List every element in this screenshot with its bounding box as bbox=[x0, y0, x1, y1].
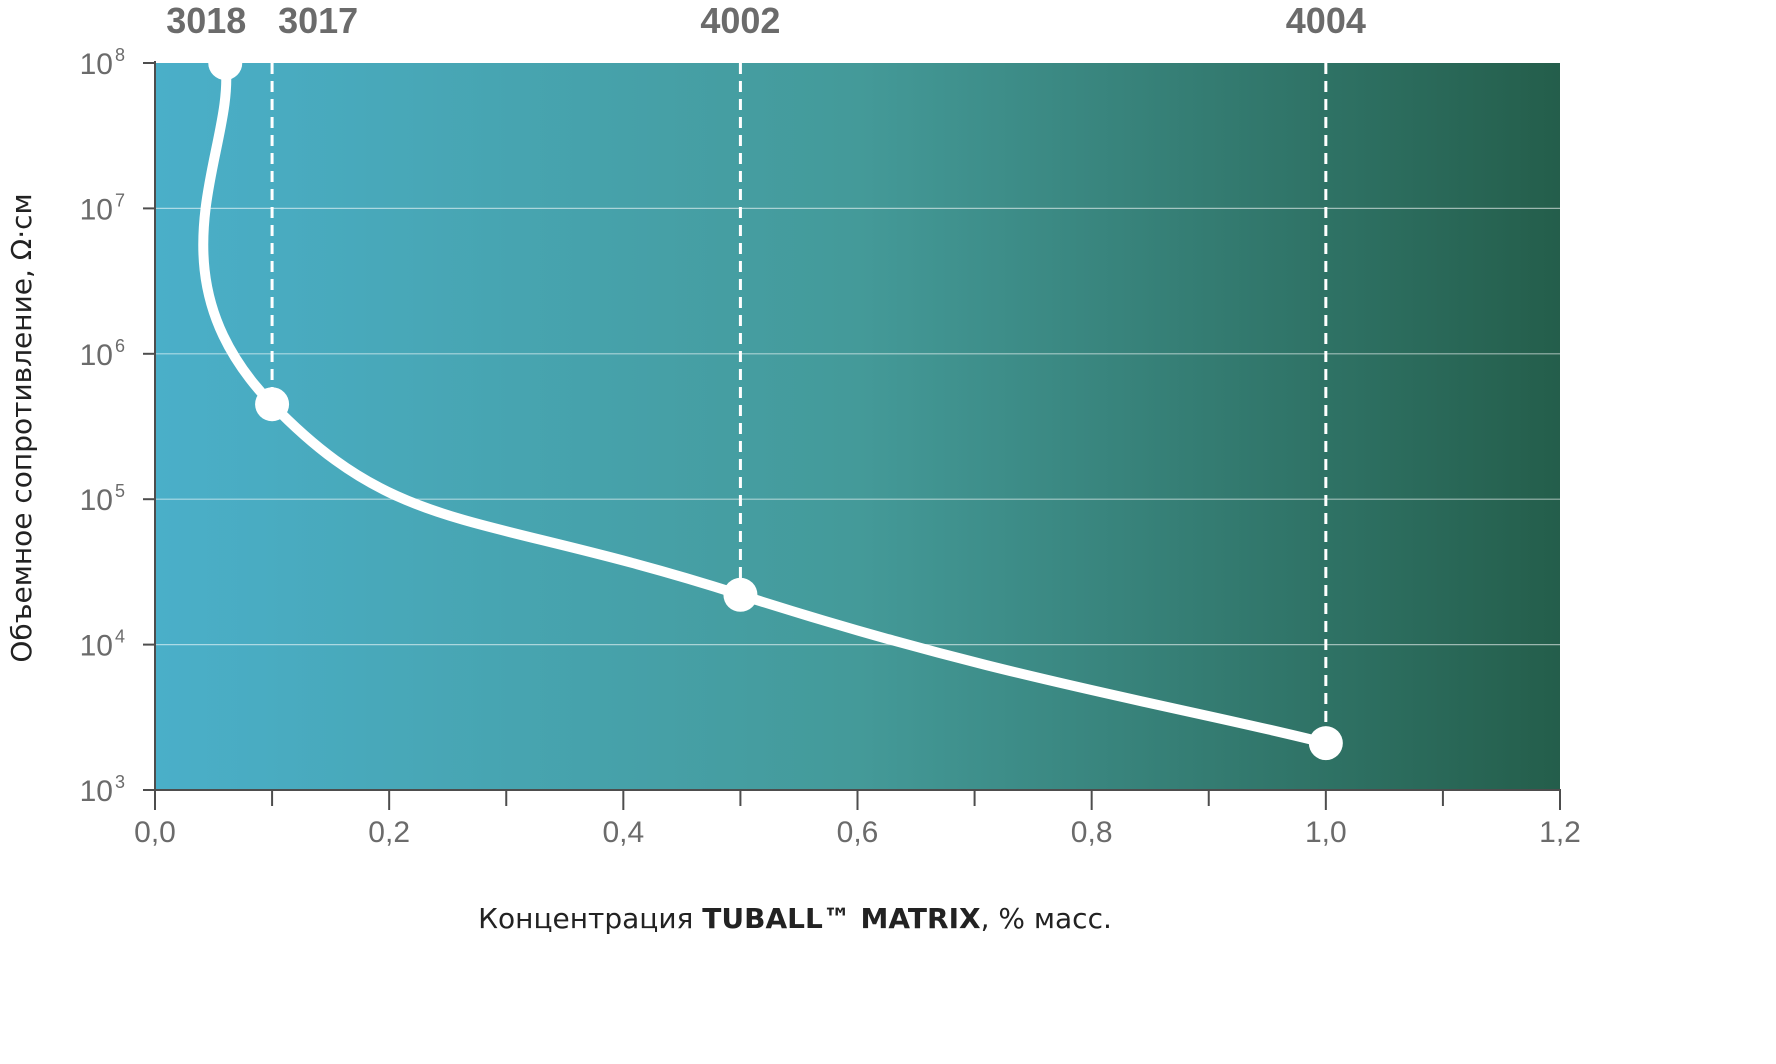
x-axis-title-bold: TUBALL™ MATRIX bbox=[702, 902, 981, 935]
x-tick-label: 0,0 bbox=[134, 816, 176, 849]
data-point bbox=[255, 387, 290, 422]
series-path bbox=[198, 58, 1331, 749]
y-tick-label: 10 bbox=[80, 193, 113, 226]
point-label: 3017 bbox=[278, 0, 358, 41]
x-tick-label: 1,0 bbox=[1305, 816, 1347, 849]
y-tick-exponent: 6 bbox=[115, 336, 125, 356]
point-label: 4002 bbox=[700, 0, 780, 41]
plot-background bbox=[155, 63, 1560, 790]
x-tick-label: 1,2 bbox=[1539, 816, 1581, 849]
x-tick-label: 0,2 bbox=[368, 816, 410, 849]
y-tick-label: 10 bbox=[80, 630, 113, 663]
point-labels: 3018 3017 4002 4004 bbox=[166, 0, 1366, 41]
y-tick-label: 10 bbox=[80, 484, 113, 517]
x-tick-label: 0,8 bbox=[1071, 816, 1113, 849]
x-tick-label: 0,4 bbox=[602, 816, 644, 849]
y-axis-title: Объемное сопротивление, Ω·см bbox=[5, 193, 38, 662]
y-tick-exponent: 7 bbox=[115, 190, 125, 210]
point-label: 4004 bbox=[1286, 0, 1366, 41]
axes bbox=[143, 61, 1561, 810]
series-line bbox=[198, 58, 1331, 749]
x-tick-label: 0,6 bbox=[837, 816, 879, 849]
x-axis-title-tail: , % масс. bbox=[981, 902, 1112, 935]
data-point bbox=[723, 577, 758, 612]
y-tick-exponent: 3 bbox=[115, 772, 125, 792]
series-points bbox=[208, 46, 1343, 761]
point-label: 3018 bbox=[166, 0, 246, 41]
y-tick-label: 10 bbox=[80, 339, 113, 372]
y-tick-exponent: 4 bbox=[115, 627, 125, 647]
y-tick-label: 10 bbox=[80, 775, 113, 808]
x-tick-labels: 0,0 0,2 0,4 0,6 0,8 1,0 1,2 bbox=[134, 816, 1581, 849]
y-tick-exponent: 8 bbox=[115, 45, 125, 65]
data-point bbox=[208, 46, 243, 80]
x-axis-title-plain: Концентрация bbox=[478, 902, 702, 935]
y-tick-label: 10 bbox=[80, 48, 113, 81]
y-tick-exponent: 5 bbox=[115, 481, 125, 501]
x-axis-title: Концентрация TUBALL™ MATRIX, % масс. bbox=[478, 902, 1112, 935]
guide-lines bbox=[270, 63, 1328, 744]
data-point bbox=[1308, 726, 1343, 761]
